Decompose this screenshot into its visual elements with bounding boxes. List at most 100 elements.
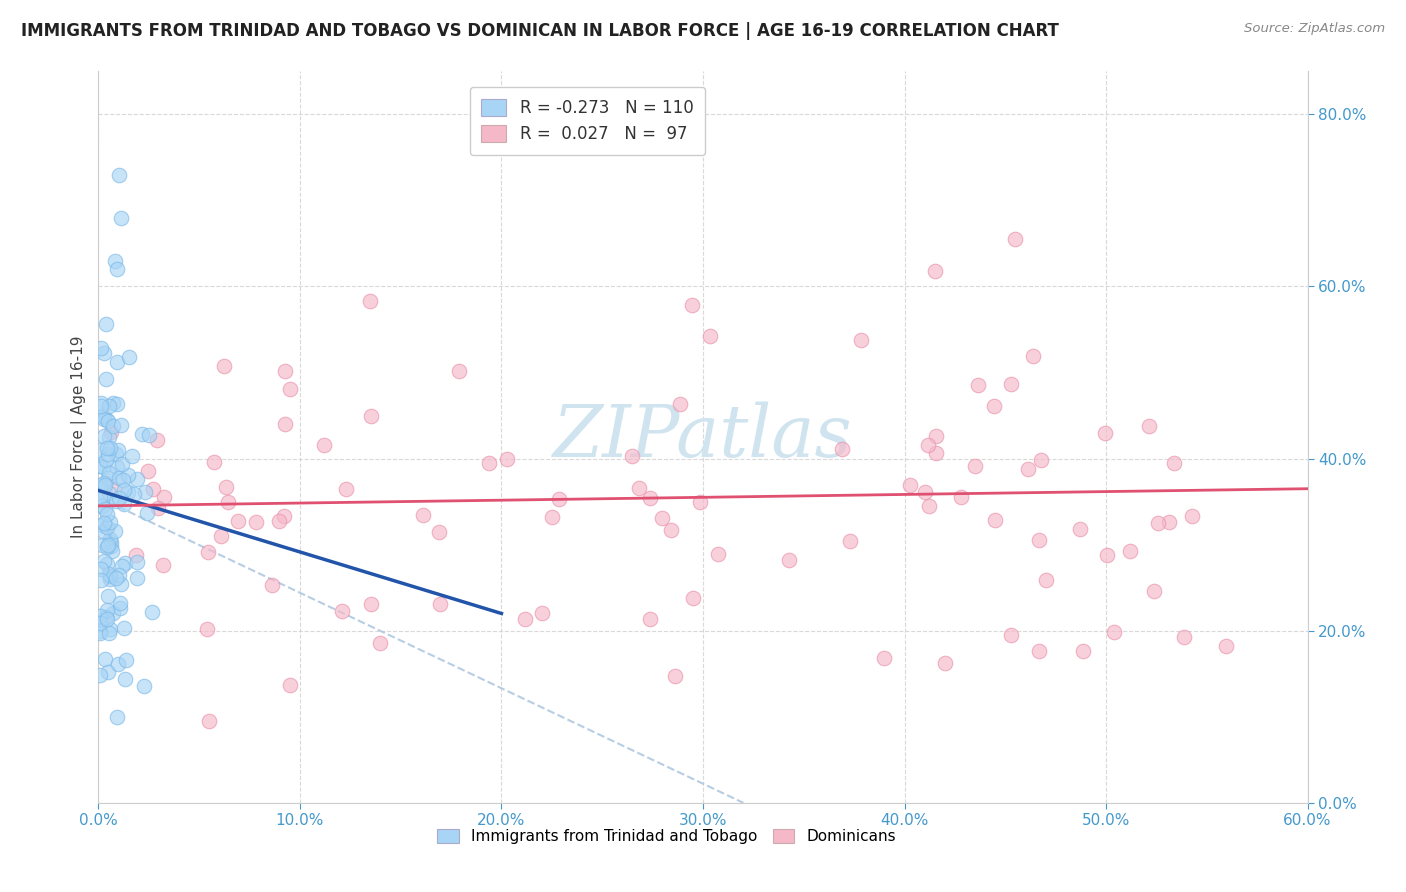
- Point: [118, 350, 141, 364]
- Point: [114, 672, 136, 686]
- Point: [963, 458, 986, 473]
- Point: [141, 605, 163, 619]
- Point: [98, 532, 121, 546]
- Point: [103, 253, 125, 268]
- Point: [127, 571, 149, 585]
- Point: [638, 491, 661, 505]
- Point: [135, 506, 157, 520]
- Point: [1102, 625, 1125, 640]
- Point: [651, 511, 673, 525]
- Point: [495, 451, 517, 466]
- Point: [97, 538, 120, 552]
- Point: [97, 471, 120, 485]
- Point: [950, 490, 973, 504]
- Point: [89, 491, 111, 505]
- Point: [1071, 644, 1094, 658]
- Point: [245, 515, 267, 529]
- Point: [1180, 508, 1202, 523]
- Point: [93, 516, 115, 530]
- Point: [93, 475, 115, 490]
- Point: [152, 491, 174, 505]
- Point: [108, 491, 131, 505]
- Point: [93, 502, 115, 516]
- Point: [1069, 522, 1091, 536]
- Point: [97, 414, 120, 428]
- Point: [91, 499, 114, 513]
- Point: [215, 480, 238, 494]
- Point: [93, 554, 115, 568]
- Point: [105, 710, 128, 724]
- Point: [90, 396, 112, 410]
- Point: [98, 622, 121, 636]
- Point: [97, 485, 120, 500]
- Point: [146, 434, 169, 448]
- Point: [89, 668, 111, 682]
- Point: [1215, 639, 1237, 653]
- Point: [335, 482, 357, 496]
- Point: [105, 397, 128, 411]
- Point: [112, 483, 135, 498]
- Point: [89, 615, 111, 630]
- Point: [100, 535, 122, 549]
- Point: [212, 359, 235, 374]
- Point: [98, 430, 121, 444]
- Point: [107, 168, 129, 182]
- Point: [94, 453, 117, 467]
- Point: [117, 468, 139, 483]
- Point: [100, 425, 122, 440]
- Point: [541, 509, 564, 524]
- Point: [103, 606, 125, 620]
- Point: [105, 447, 128, 461]
- Point: [111, 558, 134, 573]
- Point: [274, 417, 297, 432]
- Point: [90, 538, 112, 552]
- Point: [360, 409, 382, 424]
- Point: [127, 555, 149, 569]
- Point: [142, 482, 165, 496]
- Point: [628, 481, 651, 495]
- Point: [94, 318, 117, 332]
- Point: [849, 333, 872, 347]
- Point: [1017, 461, 1039, 475]
- Point: [94, 652, 117, 666]
- Point: [1094, 425, 1116, 440]
- Point: [682, 591, 704, 606]
- Point: [314, 438, 336, 452]
- Point: [97, 466, 120, 480]
- Point: [513, 612, 536, 626]
- Point: [831, 442, 853, 456]
- Point: [100, 539, 122, 553]
- Point: [103, 419, 125, 434]
- Point: [93, 346, 115, 360]
- Point: [412, 508, 434, 522]
- Point: [924, 264, 946, 278]
- Point: [1119, 543, 1142, 558]
- Point: [267, 515, 290, 529]
- Point: [91, 491, 114, 505]
- Text: Source: ZipAtlas.com: Source: ZipAtlas.com: [1244, 22, 1385, 36]
- Point: [105, 460, 128, 475]
- Point: [107, 442, 129, 457]
- Point: [90, 342, 112, 356]
- Point: [548, 492, 571, 507]
- Point: [97, 665, 120, 679]
- Point: [1157, 515, 1180, 529]
- Point: [260, 578, 283, 592]
- Point: [197, 544, 219, 558]
- Point: [132, 679, 155, 693]
- Point: [96, 611, 118, 625]
- Point: [100, 515, 122, 529]
- Point: [115, 653, 138, 667]
- Point: [360, 597, 382, 611]
- Point: [1004, 232, 1026, 246]
- Point: [107, 657, 129, 672]
- Point: [104, 493, 127, 508]
- Point: [873, 651, 896, 665]
- Point: [638, 611, 661, 625]
- Point: [98, 441, 121, 455]
- Point: [778, 553, 800, 567]
- Point: [97, 590, 120, 604]
- Point: [332, 604, 354, 618]
- Point: [669, 397, 692, 411]
- Point: [898, 477, 921, 491]
